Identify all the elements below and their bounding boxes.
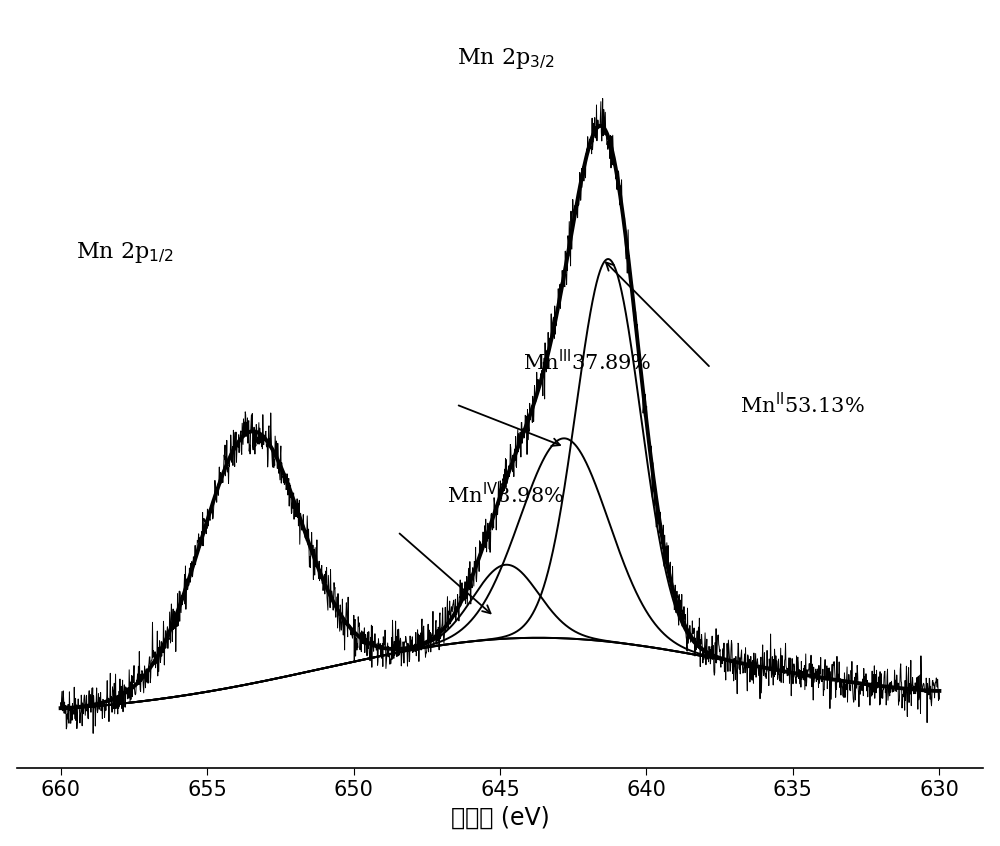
X-axis label: 结合能 (eV): 结合能 (eV) [451, 805, 549, 829]
Text: Mn 2p$_{1/2}$: Mn 2p$_{1/2}$ [76, 240, 174, 265]
Text: Mn$^{\mathrm{II}}$53.13%: Mn$^{\mathrm{II}}$53.13% [740, 393, 865, 418]
Text: Mn$^{\mathrm{III}}$37.89%: Mn$^{\mathrm{III}}$37.89% [523, 349, 652, 374]
Text: Mn$^{\mathrm{IV}}$8.98%: Mn$^{\mathrm{IV}}$8.98% [447, 482, 564, 508]
Text: Mn 2p$_{3/2}$: Mn 2p$_{3/2}$ [457, 47, 555, 71]
